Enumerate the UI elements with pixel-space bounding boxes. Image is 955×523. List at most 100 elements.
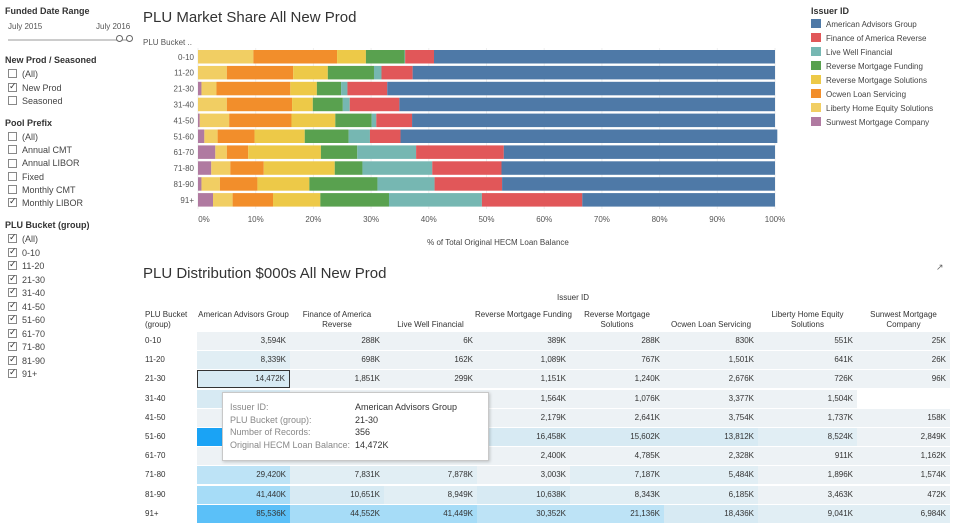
- bar-segment[interactable]: [293, 65, 328, 80]
- checkbox-icon[interactable]: [8, 96, 17, 106]
- bar-segment[interactable]: [337, 50, 366, 64]
- plu-filter-item[interactable]: 71-80: [8, 340, 45, 353]
- bar-segment[interactable]: [198, 129, 205, 144]
- bar-segment[interactable]: [253, 50, 338, 64]
- bar-segment[interactable]: [198, 113, 200, 128]
- prod-filter-item[interactable]: (All): [8, 68, 38, 80]
- table-cell[interactable]: 10,638K: [477, 485, 570, 504]
- legend-item[interactable]: American Advisors Group: [811, 19, 917, 30]
- prod-filter-item[interactable]: Seasoned: [8, 95, 63, 107]
- table-cell[interactable]: 6,984K: [857, 504, 950, 523]
- bar-segment[interactable]: [198, 177, 202, 191]
- table-cell[interactable]: 1,896K: [758, 466, 857, 485]
- table-cell[interactable]: 698K: [290, 351, 384, 370]
- table-cell[interactable]: 830K: [664, 332, 758, 350]
- table-cell[interactable]: 726K: [758, 370, 857, 389]
- bar-segment[interactable]: [226, 97, 293, 112]
- bar-segment[interactable]: [226, 65, 294, 80]
- plu-filter-item[interactable]: 51-60: [8, 313, 45, 326]
- bar-segment[interactable]: [198, 65, 227, 80]
- bar-segment[interactable]: [217, 129, 255, 144]
- table-cell[interactable]: 9,041K: [758, 504, 857, 523]
- table-cell[interactable]: 3,003K: [477, 466, 570, 485]
- table-cell[interactable]: 1,076K: [570, 389, 664, 408]
- bar-segment[interactable]: [198, 161, 212, 175]
- table-cell[interactable]: 15,602K: [570, 428, 664, 446]
- bar-segment[interactable]: [201, 177, 220, 191]
- bar-segment[interactable]: [201, 81, 217, 96]
- checked-checkbox-icon[interactable]: [8, 367, 17, 379]
- table-cell[interactable]: 1,162K: [857, 447, 950, 466]
- bar-segment[interactable]: [399, 97, 775, 112]
- checked-checkbox-icon[interactable]: [8, 327, 17, 339]
- bar-segment[interactable]: [412, 113, 775, 128]
- table-cell[interactable]: 30,352K: [477, 504, 570, 523]
- bar-segment[interactable]: [377, 177, 435, 191]
- table-cell[interactable]: 3,594K: [197, 332, 290, 350]
- bar-segment[interactable]: [304, 129, 349, 144]
- bar-segment[interactable]: [412, 65, 775, 80]
- table-cell[interactable]: 6K: [384, 332, 477, 350]
- table-cell[interactable]: 641K: [758, 351, 857, 370]
- plu-filter-item[interactable]: 11-20: [8, 259, 44, 272]
- bar-segment[interactable]: [257, 177, 310, 191]
- plu-filter-item[interactable]: 91+: [8, 367, 37, 380]
- bar-segment[interactable]: [215, 145, 227, 159]
- pool-filter-item[interactable]: Monthly LIBOR: [8, 196, 83, 209]
- bar-segment[interactable]: [248, 145, 321, 159]
- legend-item[interactable]: Live Well Financial: [811, 47, 893, 58]
- checkbox-icon[interactable]: [8, 145, 17, 155]
- table-cell[interactable]: 911K: [758, 447, 857, 466]
- plu-filter-item[interactable]: 61-70: [8, 327, 45, 340]
- table-cell[interactable]: 3,754K: [664, 408, 758, 427]
- table-cell[interactable]: 1,240K: [570, 370, 664, 389]
- table-cell[interactable]: 3,377K: [664, 389, 758, 408]
- bar-segment[interactable]: [342, 97, 350, 112]
- table-cell[interactable]: 2,400K: [477, 447, 570, 466]
- checkbox-icon[interactable]: [8, 184, 17, 194]
- bar-segment[interactable]: [501, 161, 775, 175]
- checkbox-icon[interactable]: [8, 171, 17, 181]
- table-cell[interactable]: 6,185K: [664, 485, 758, 504]
- bar-segment[interactable]: [362, 161, 433, 175]
- table-cell[interactable]: 85,536K: [197, 504, 290, 523]
- bar-segment[interactable]: [320, 193, 389, 207]
- bar-segment[interactable]: [219, 177, 258, 191]
- table-cell[interactable]: 2,328K: [664, 447, 758, 466]
- table-cell[interactable]: 13,812K: [664, 428, 758, 446]
- bar-segment[interactable]: [309, 177, 378, 191]
- checkbox-icon[interactable]: [8, 132, 17, 142]
- checked-checkbox-icon[interactable]: [8, 286, 17, 298]
- table-cell[interactable]: 1,501K: [664, 351, 758, 370]
- bar-segment[interactable]: [404, 50, 406, 64]
- bar-segment[interactable]: [230, 161, 264, 175]
- table-cell[interactable]: 7,831K: [290, 466, 384, 485]
- bar-segment[interactable]: [335, 113, 372, 128]
- bar-segment[interactable]: [434, 177, 503, 191]
- table-cell[interactable]: 1,151K: [477, 370, 570, 389]
- table-cell[interactable]: 16,458K: [477, 428, 570, 446]
- bar-segment[interactable]: [381, 65, 413, 80]
- slider-handle-end[interactable]: [126, 35, 133, 42]
- checkbox-icon[interactable]: [8, 158, 17, 168]
- table-cell[interactable]: 8,339K: [197, 351, 290, 370]
- table-cell[interactable]: 299K: [384, 370, 477, 389]
- bar-segment[interactable]: [327, 65, 374, 80]
- table-cell[interactable]: 5,484K: [664, 466, 758, 485]
- legend-item[interactable]: Sunwest Mortgage Company: [811, 117, 929, 128]
- pool-filter-item[interactable]: Fixed: [8, 171, 44, 183]
- legend-item[interactable]: Reverse Mortgage Solutions: [811, 75, 927, 86]
- checked-checkbox-icon[interactable]: [8, 196, 17, 208]
- bar-segment[interactable]: [405, 50, 434, 64]
- table-cell[interactable]: 96K: [857, 370, 950, 389]
- bar-segment[interactable]: [198, 97, 227, 112]
- bar-segment[interactable]: [263, 161, 335, 175]
- table-cell[interactable]: 1,574K: [857, 466, 950, 485]
- bar-segment[interactable]: [232, 193, 274, 207]
- bar-segment[interactable]: [373, 65, 382, 80]
- table-cell[interactable]: 25K: [857, 332, 950, 350]
- bar-segment[interactable]: [198, 50, 254, 64]
- bar-segment[interactable]: [365, 50, 405, 64]
- table-cell[interactable]: 26K: [857, 351, 950, 370]
- table-cell[interactable]: 41,440K: [197, 485, 290, 504]
